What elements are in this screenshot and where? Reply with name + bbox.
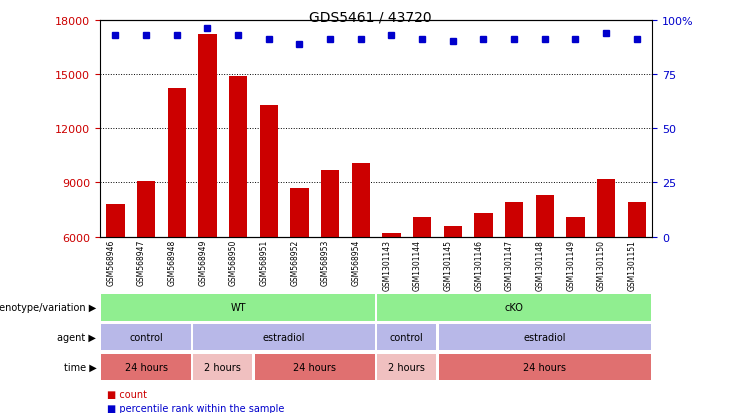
Bar bbox=[198, 35, 216, 237]
Text: GSM568949: GSM568949 bbox=[199, 239, 207, 285]
Text: GSM568953: GSM568953 bbox=[321, 239, 330, 285]
Bar bbox=[382, 233, 401, 237]
Text: GSM1301149: GSM1301149 bbox=[566, 239, 576, 290]
Text: estradiol: estradiol bbox=[523, 332, 566, 342]
Text: GSM1301148: GSM1301148 bbox=[536, 239, 545, 290]
Bar bbox=[505, 203, 523, 237]
Bar bbox=[259, 105, 278, 237]
Bar bbox=[167, 89, 186, 237]
Text: GSM1301150: GSM1301150 bbox=[597, 239, 606, 290]
Text: ■ percentile rank within the sample: ■ percentile rank within the sample bbox=[107, 404, 285, 413]
Bar bbox=[566, 217, 585, 237]
Text: GSM1301147: GSM1301147 bbox=[505, 239, 514, 290]
Bar bbox=[413, 217, 431, 237]
Bar bbox=[377, 354, 436, 380]
Text: GSM568950: GSM568950 bbox=[229, 239, 238, 285]
Bar bbox=[321, 170, 339, 237]
Bar bbox=[102, 324, 191, 351]
Text: 24 hours: 24 hours bbox=[523, 362, 566, 372]
Text: control: control bbox=[129, 332, 163, 342]
Text: genotype/variation ▶: genotype/variation ▶ bbox=[0, 303, 96, 313]
Bar bbox=[102, 354, 191, 380]
Text: GSM568954: GSM568954 bbox=[352, 239, 361, 285]
Text: GSM568947: GSM568947 bbox=[137, 239, 146, 285]
Bar bbox=[193, 324, 375, 351]
Text: 24 hours: 24 hours bbox=[293, 362, 336, 372]
Bar bbox=[290, 188, 308, 237]
Text: estradiol: estradiol bbox=[263, 332, 305, 342]
Text: WT: WT bbox=[230, 303, 246, 313]
Bar bbox=[137, 181, 156, 237]
Text: ■ count: ■ count bbox=[107, 389, 147, 399]
Text: cKO: cKO bbox=[505, 303, 523, 313]
Text: control: control bbox=[390, 332, 424, 342]
Text: 2 hours: 2 hours bbox=[388, 362, 425, 372]
Text: 2 hours: 2 hours bbox=[205, 362, 241, 372]
Bar bbox=[102, 294, 375, 321]
Text: GSM568951: GSM568951 bbox=[259, 239, 269, 285]
Bar bbox=[474, 214, 493, 237]
Bar bbox=[377, 324, 436, 351]
Text: GSM568946: GSM568946 bbox=[107, 239, 116, 285]
Bar bbox=[439, 324, 651, 351]
Text: 24 hours: 24 hours bbox=[124, 362, 167, 372]
Bar bbox=[229, 76, 247, 237]
Bar bbox=[536, 196, 554, 237]
Bar bbox=[255, 354, 375, 380]
Bar bbox=[351, 163, 370, 237]
Text: GSM568952: GSM568952 bbox=[290, 239, 299, 285]
Text: GSM1301144: GSM1301144 bbox=[413, 239, 422, 290]
Text: agent ▶: agent ▶ bbox=[58, 332, 96, 342]
Text: time ▶: time ▶ bbox=[64, 362, 96, 372]
Bar bbox=[444, 226, 462, 237]
Text: GSM1301146: GSM1301146 bbox=[474, 239, 483, 290]
Text: GSM568948: GSM568948 bbox=[167, 239, 176, 285]
Bar bbox=[628, 203, 646, 237]
Bar bbox=[439, 354, 651, 380]
Bar bbox=[377, 294, 651, 321]
Text: GDS5461 / 43720: GDS5461 / 43720 bbox=[309, 10, 432, 24]
Text: GSM1301151: GSM1301151 bbox=[628, 239, 637, 290]
Bar bbox=[193, 354, 252, 380]
Bar bbox=[106, 204, 124, 237]
Text: GSM1301143: GSM1301143 bbox=[382, 239, 391, 290]
Bar bbox=[597, 179, 615, 237]
Text: GSM1301145: GSM1301145 bbox=[444, 239, 453, 290]
